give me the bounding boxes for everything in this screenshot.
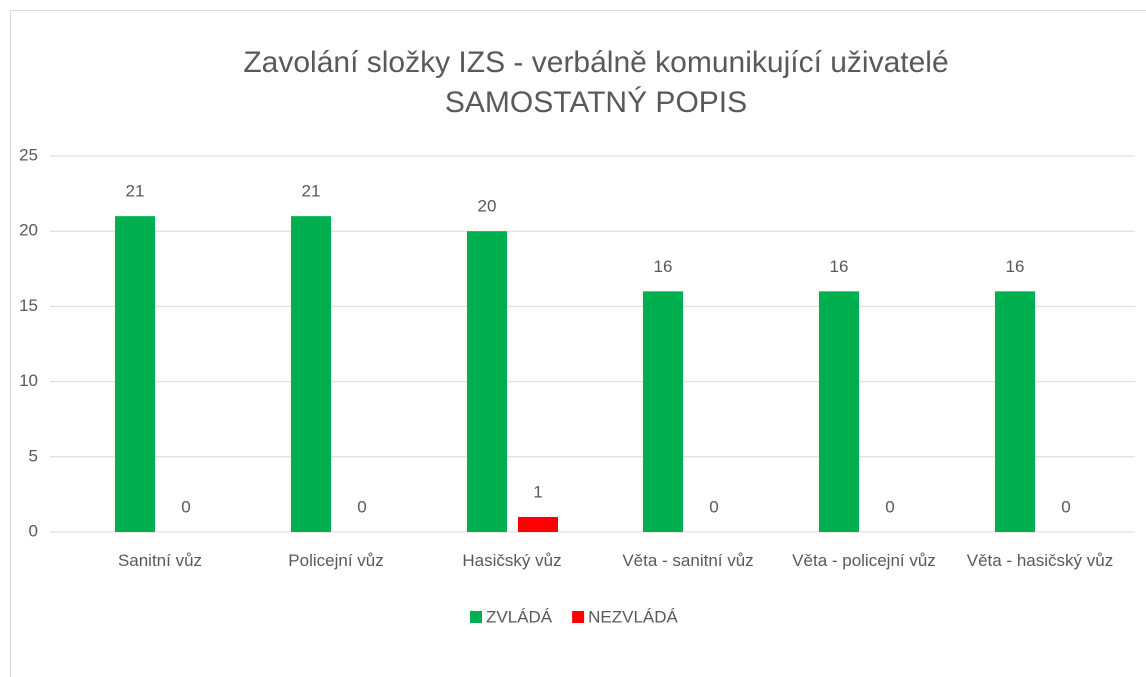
legend-label: NEZVLÁDÁ: [588, 607, 678, 626]
bar: [467, 231, 507, 532]
chart-title: SAMOSTATNÝ POPIS: [445, 86, 747, 119]
data-label: 16: [1006, 257, 1025, 276]
data-label: 0: [1061, 497, 1070, 516]
data-label: 16: [830, 257, 849, 276]
y-tick-label: 10: [19, 371, 38, 390]
x-tick-label: Hasičský vůz: [462, 551, 562, 570]
bar: [291, 216, 331, 532]
legend-swatch: [572, 611, 585, 623]
bar: [819, 291, 859, 532]
x-tick-label: Věta - sanitní vůz: [622, 551, 754, 570]
x-tick-label: Policejní vůz: [288, 551, 384, 570]
chart-title: Zavolání složky IZS - verbálně komunikuj…: [243, 46, 948, 79]
data-label: 0: [709, 497, 718, 516]
data-label: 0: [357, 497, 366, 516]
x-tick-label: Věta - hasičský vůz: [966, 551, 1114, 570]
y-tick-label: 15: [19, 296, 38, 315]
data-label: 21: [302, 182, 321, 201]
bar: [115, 216, 155, 532]
data-label: 20: [478, 197, 497, 216]
y-tick-label: 20: [19, 221, 38, 240]
data-label: 0: [885, 497, 894, 516]
legend-label: ZVLÁDÁ: [486, 607, 553, 626]
data-label: 0: [181, 497, 190, 516]
y-tick-label: 0: [29, 521, 38, 540]
data-label: 21: [126, 182, 145, 201]
x-tick-label: Věta - policejní vůz: [792, 551, 936, 570]
data-label: 16: [654, 257, 673, 276]
y-tick-label: 25: [19, 145, 38, 164]
bar: [643, 291, 683, 532]
bar: [995, 291, 1035, 532]
chart-frame: [10, 10, 1146, 677]
legend-swatch: [470, 611, 482, 623]
bar: [518, 516, 558, 532]
x-tick-label: Sanitní vůz: [117, 551, 203, 570]
y-tick-label: 5: [29, 446, 38, 465]
data-label: 1: [533, 482, 542, 501]
